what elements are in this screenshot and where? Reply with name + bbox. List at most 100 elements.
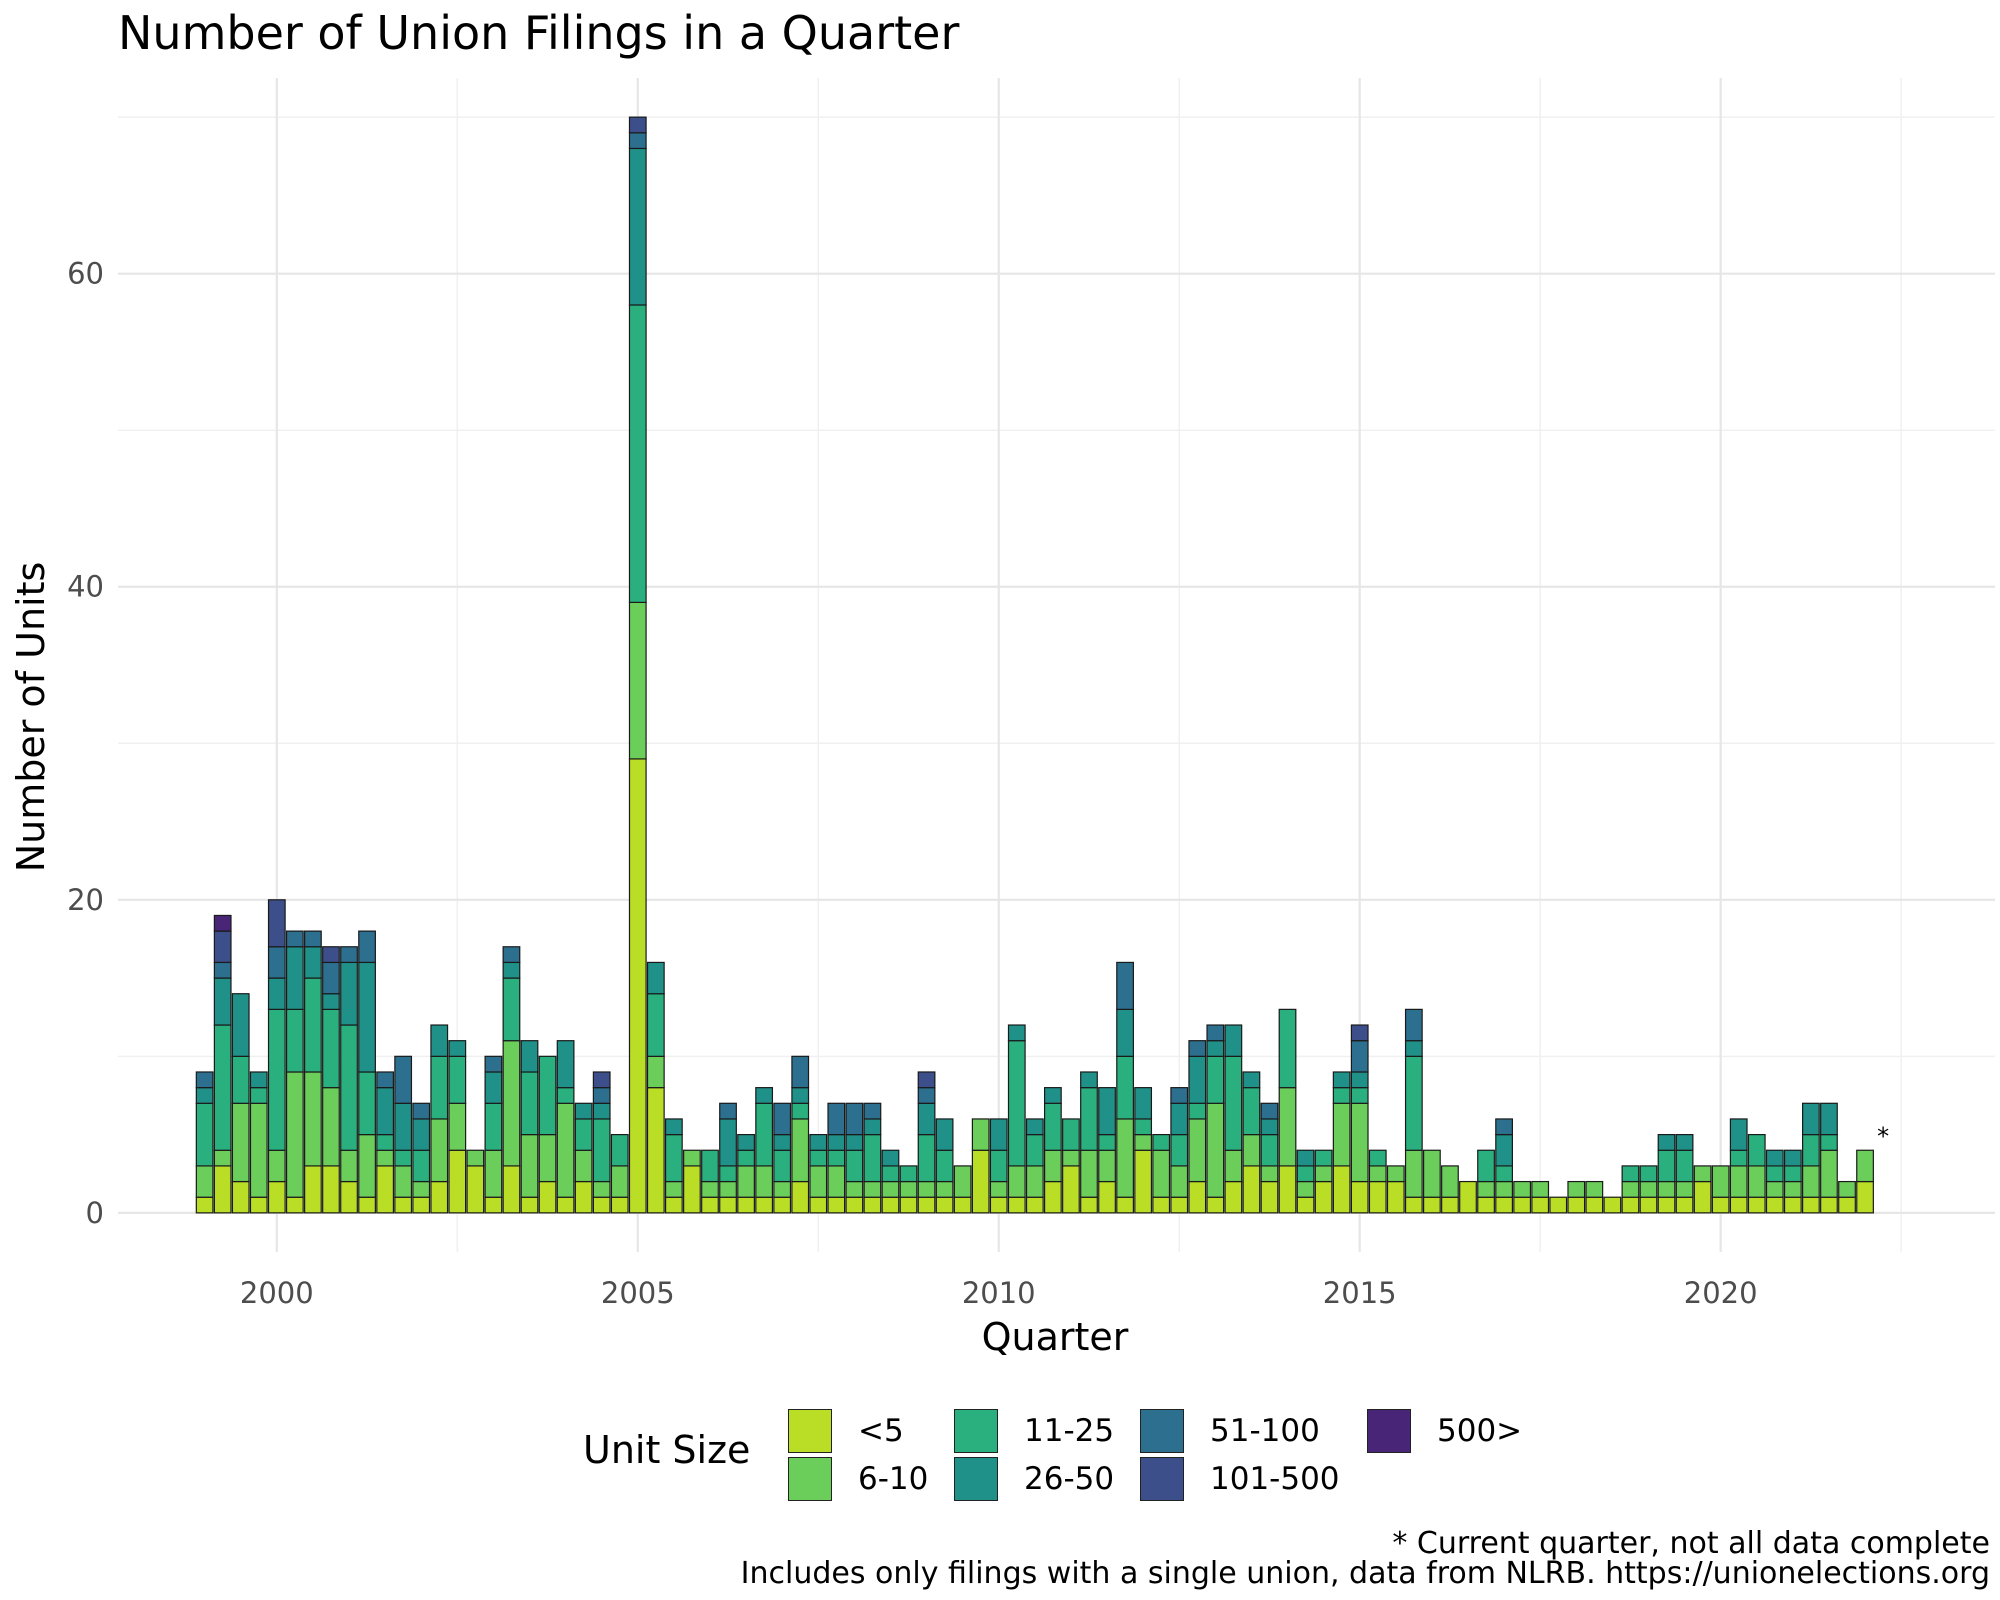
bar-segment (628, 116, 647, 134)
legend-swatch (1140, 1409, 1184, 1453)
bar-segment (430, 1118, 449, 1183)
bar-segment (538, 1180, 557, 1214)
bar-segment (538, 1055, 557, 1136)
legend-item: 500> (1367, 1409, 1522, 1453)
bar-segment (1025, 1133, 1044, 1167)
bar-segment (1729, 1149, 1748, 1167)
legend-label: <5 (858, 1413, 904, 1449)
bar-segment (412, 1196, 431, 1214)
bar-segment (304, 1165, 322, 1214)
bar-segment (1188, 1040, 1207, 1057)
bar-segment (1260, 1180, 1279, 1214)
bar-segment (1350, 1087, 1369, 1104)
legend-swatch (1367, 1409, 1411, 1453)
bar-segment (827, 1102, 846, 1136)
bar-segment (1224, 1180, 1243, 1214)
bar-segment (809, 1133, 828, 1151)
legend-swatch (954, 1457, 998, 1501)
bar-segment (1657, 1133, 1676, 1151)
bar-segment (448, 1040, 467, 1057)
bar-segment (322, 1008, 340, 1089)
bar-segment (592, 1071, 611, 1089)
bar-segment (1296, 1196, 1315, 1214)
bar-segment (1314, 1165, 1333, 1183)
bar-segment (1386, 1165, 1405, 1183)
footnote-current-quarter: * Current quarter, not all data complete (1392, 1526, 1990, 1561)
bar-segment (917, 1087, 936, 1104)
bar-segment (1765, 1165, 1784, 1183)
bar-segment (845, 1196, 864, 1214)
bar-segment (737, 1149, 755, 1167)
bar-segment (322, 993, 340, 1010)
bar-segment (448, 1055, 467, 1104)
bar-segment (1404, 1149, 1423, 1198)
bar-segment (1170, 1165, 1189, 1198)
bar-segment (1585, 1180, 1604, 1198)
bar-segment (502, 977, 521, 1042)
x-tick-label: 2005 (601, 1276, 675, 1310)
bar-segment (556, 1040, 575, 1089)
bar-segment (376, 1165, 395, 1214)
bars (195, 116, 1874, 1214)
bar-segment (304, 946, 322, 979)
bar-segment (1639, 1165, 1658, 1183)
bar-segment (195, 1196, 214, 1214)
bar-segment (683, 1149, 701, 1167)
bar-segment (1206, 1055, 1225, 1104)
bar-segment (1260, 1102, 1279, 1120)
bar-segment (1747, 1196, 1766, 1214)
bar-segment (249, 1102, 268, 1198)
bar-segment (1332, 1087, 1351, 1104)
bar-segment (610, 1196, 629, 1214)
bar-segment (701, 1149, 719, 1183)
bar-segment (502, 1165, 521, 1214)
bar-segment (484, 1149, 503, 1198)
bar-segment (213, 1149, 232, 1167)
bar-segment (1188, 1102, 1207, 1120)
bar-segment (1134, 1149, 1153, 1214)
bar-segment (1025, 1118, 1044, 1136)
bar-segment (610, 1165, 629, 1198)
bar-segment (304, 1071, 322, 1167)
bar-segment (1062, 1149, 1080, 1167)
bar-segment (267, 899, 286, 948)
bar-segment (1043, 1180, 1062, 1214)
bar-segment (935, 1196, 954, 1214)
bar-segment (953, 1196, 972, 1214)
bar-segment (1729, 1196, 1748, 1214)
bar-segment (520, 1040, 539, 1073)
bar-segment (1368, 1165, 1387, 1183)
bar-segment (1531, 1196, 1550, 1214)
bar-segment (1007, 1040, 1026, 1167)
bar-segment (430, 1180, 449, 1214)
bar-segment (484, 1196, 503, 1214)
bar-segment (1585, 1196, 1604, 1214)
bar-segment (1224, 1055, 1243, 1151)
bar-segment (358, 961, 376, 1073)
bar-segment (791, 1087, 810, 1104)
bar-segment (574, 1149, 593, 1183)
bar-segment (646, 1055, 665, 1089)
bar-segment (1080, 1149, 1098, 1198)
bar-segment (1296, 1180, 1315, 1198)
bar-segment (1838, 1196, 1856, 1214)
bar-segment (1675, 1149, 1694, 1183)
bar-segment (1332, 1102, 1351, 1167)
bar-segment (1188, 1118, 1207, 1183)
bar-segment (1170, 1133, 1189, 1167)
bar-segment (1783, 1149, 1802, 1167)
bar-segment (1477, 1196, 1495, 1214)
bar-segment (1603, 1196, 1622, 1214)
legend-item: 101-500 (1140, 1457, 1340, 1501)
bar-segment (1260, 1118, 1279, 1136)
bar-segment (322, 946, 340, 964)
bar-segment (1729, 1118, 1748, 1151)
bar-segment (1693, 1165, 1712, 1183)
bar-segment (1007, 1024, 1026, 1042)
bar-segment (809, 1165, 828, 1198)
bar-segment (881, 1165, 900, 1183)
bar-segment (1747, 1165, 1766, 1198)
bar-segment (285, 1008, 304, 1073)
bar-segment (231, 993, 250, 1057)
bar-segment (773, 1102, 792, 1136)
